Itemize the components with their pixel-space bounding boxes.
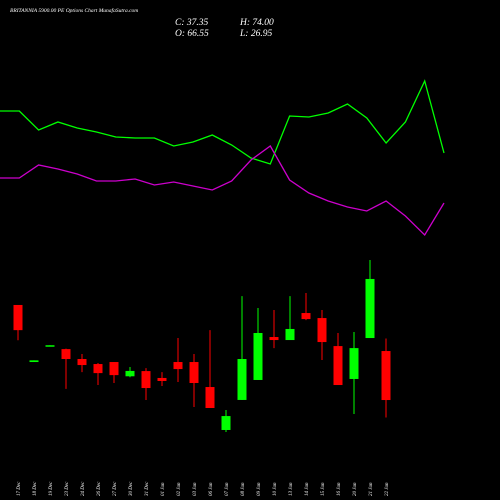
x-tick-label: 06 Jan — [209, 482, 214, 496]
x-tick-label: 26 Dec — [97, 481, 102, 496]
x-tick-label: 31 Dec — [145, 481, 150, 496]
candle-body — [29, 360, 39, 363]
candle-body — [125, 370, 135, 377]
x-tick-label: 21 Jan — [369, 482, 374, 496]
x-tick-label: 01 Jan — [161, 482, 166, 496]
candle-body — [189, 362, 199, 384]
candle-body — [269, 337, 279, 341]
candle-body — [77, 359, 87, 366]
high-label: H: 74.00 — [239, 18, 274, 28]
chart-title: BRITANNIA 5900.00 PE Options Chart Munaf… — [10, 7, 138, 14]
x-tick-label: 07 Jan — [225, 482, 230, 496]
indicator-line — [0, 79, 445, 165]
candle-body — [253, 332, 263, 380]
x-tick-label: 19 Dec — [49, 481, 54, 496]
candle-body — [365, 278, 375, 339]
candle-body — [109, 362, 119, 376]
x-tick-label: 22 Jan — [385, 482, 390, 496]
x-tick-label: 10 Jan — [273, 482, 278, 496]
candle-body — [13, 304, 23, 331]
candle-body — [349, 348, 359, 379]
x-tick-label: 23 Dec — [65, 481, 70, 496]
candle-body — [93, 364, 103, 374]
candle-body — [221, 416, 231, 430]
x-tick-label: 14 Jan — [305, 482, 310, 496]
candle-body — [381, 351, 391, 401]
x-tick-label: 02 Jan — [177, 482, 182, 496]
x-tick-label: 24 Dec — [81, 481, 86, 496]
x-tick-label: 17 Dec — [17, 481, 22, 496]
x-tick-label: 08 Jan — [241, 482, 246, 496]
close-label: C: 37.35 — [175, 18, 209, 28]
candle-body — [157, 377, 167, 381]
x-tick-label: 27 Dec — [113, 481, 118, 496]
x-tick-label: 18 Dec — [33, 481, 38, 496]
candle-body — [285, 328, 295, 341]
candle-body — [205, 387, 215, 409]
indicator-line — [0, 145, 445, 237]
x-tick-label: 20 Jan — [353, 482, 358, 496]
x-tick-label: 09 Jan — [257, 482, 262, 496]
candle-body — [45, 345, 55, 347]
candle-body — [61, 349, 71, 360]
candle-body — [317, 318, 327, 343]
x-tick-label: 03 Jan — [193, 482, 198, 496]
candle-body — [301, 313, 311, 320]
x-tick-label: 16 Jan — [337, 482, 342, 496]
x-tick-label: 13 Jan — [289, 482, 294, 496]
x-tick-label: 30 Dec — [129, 481, 134, 496]
candle-body — [173, 362, 183, 370]
x-tick-label: 15 Jan — [321, 482, 326, 496]
candle-body — [333, 346, 343, 386]
low-label: L: 26.95 — [239, 29, 272, 39]
candle-body — [141, 371, 151, 389]
open-label: O: 66.55 — [175, 29, 209, 39]
candle-body — [237, 359, 247, 400]
